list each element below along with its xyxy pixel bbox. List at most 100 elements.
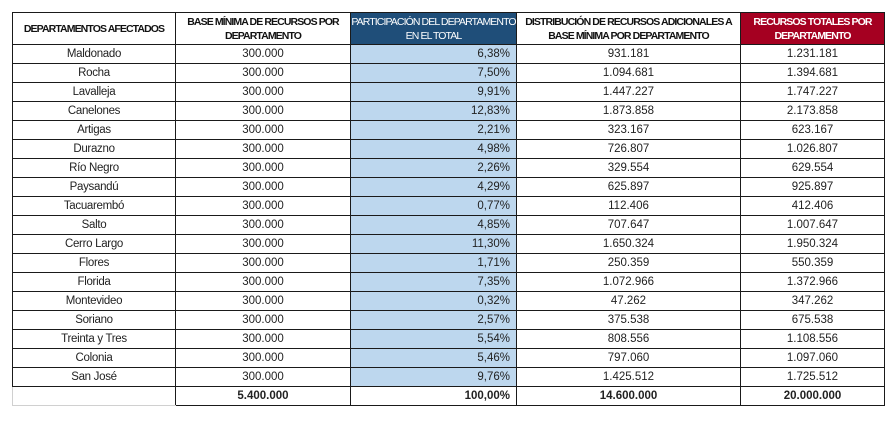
cell-participacion: 2,57% <box>350 310 517 330</box>
cell-departamento: Artigas <box>12 120 176 140</box>
cell-distribucion: 250.359 <box>516 253 741 273</box>
cell-recursos-totales: 925.897 <box>740 177 885 197</box>
cell-base-minima: 300.000 <box>175 329 351 349</box>
cell-distribucion: 1.425.512 <box>516 367 741 387</box>
cell-participacion: 9,91% <box>350 82 517 102</box>
cell-distribucion: 329.554 <box>516 158 741 178</box>
cell-recursos-totales: 1.725.512 <box>740 367 885 387</box>
cell-participacion: 4,29% <box>350 177 517 197</box>
table-row: Treinta y Tres 300.000 5,54% 808.556 1.108.5… <box>12 329 885 349</box>
cell-distribucion: 1.094.681 <box>516 63 741 83</box>
header-participacion: PARTICIPACIÓN DEL DEPARTAMENTO EN EL TOT… <box>350 12 517 45</box>
cell-distribucion: 1.447.227 <box>516 82 741 102</box>
table-row: Paysandú 300.000 4,29% 625.897 925.897 <box>12 177 885 197</box>
cell-base-minima: 300.000 <box>175 177 351 197</box>
cell-base-minima: 300.000 <box>175 348 351 368</box>
table-row: Flores 300.000 1,71% 250.359 550.359 <box>12 253 885 273</box>
cell-distribucion: 1.072.966 <box>516 272 741 292</box>
cell-departamento: Florida <box>12 272 176 292</box>
cell-distribucion: 1.650.324 <box>516 234 741 254</box>
cell-recursos-totales: 629.554 <box>740 158 885 178</box>
cell-participacion: 7,50% <box>350 63 517 83</box>
cell-departamento: Paysandú <box>12 177 176 197</box>
header-recursos-totales: RECURSOS TOTALES POR DEPARTAMENTO <box>740 12 885 45</box>
cell-distribucion: 47.262 <box>516 291 741 311</box>
cell-departamento: Cerro Largo <box>12 234 176 254</box>
cell-participacion: 0,32% <box>350 291 517 311</box>
cell-distribucion: 797.060 <box>516 348 741 368</box>
cell-base-minima: 300.000 <box>175 291 351 311</box>
cell-recursos-totales: 1.394.681 <box>740 63 885 83</box>
cell-base-minima: 300.000 <box>175 158 351 178</box>
header-base-minima: BASE MÍNIMA DE RECURSOS POR DEPARTAMENTO <box>175 12 351 45</box>
cell-recursos-totales: 1.747.227 <box>740 82 885 102</box>
cell-recursos-totales: 623.167 <box>740 120 885 140</box>
cell-participacion: 7,35% <box>350 272 517 292</box>
cell-distribucion: 707.647 <box>516 215 741 235</box>
table-row: Maldonado 300.000 6,38% 931.181 1.231.181 <box>12 44 885 64</box>
cell-base-minima: 300.000 <box>175 139 351 159</box>
cell-base-minima: 300.000 <box>175 310 351 330</box>
table-row: Rocha 300.000 7,50% 1.094.681 1.394.681 <box>12 63 885 83</box>
cell-recursos-totales: 347.262 <box>740 291 885 311</box>
cell-distribucion: 1.873.858 <box>516 101 741 121</box>
cell-departamento: Maldonado <box>12 44 176 64</box>
cell-participacion: 5,54% <box>350 329 517 349</box>
cell-recursos-totales: 2.173.858 <box>740 101 885 121</box>
table-row: Lavalleja 300.000 9,91% 1.447.227 1.747.227 <box>12 82 885 102</box>
cell-base-minima: 300.000 <box>175 234 351 254</box>
cell-base-minima: 300.000 <box>175 82 351 102</box>
cell-participacion: 6,38% <box>350 44 517 64</box>
table-row: Cerro Largo 300.000 11,30% 1.650.324 1.950.3… <box>12 234 885 254</box>
table-row: Artigas 300.000 2,21% 323.167 623.167 <box>12 120 885 140</box>
cell-participacion: 2,21% <box>350 120 517 140</box>
header-departamento: DEPARTAMENTOS AFECTADOS <box>12 12 176 45</box>
cell-base-minima: 300.000 <box>175 215 351 235</box>
totals-row: 5.400.000 100,00% 14.600.000 20.000.000 <box>12 386 885 406</box>
cell-distribucion: 625.897 <box>516 177 741 197</box>
table-row: Río Negro 300.000 2,26% 329.554 629.554 <box>12 158 885 178</box>
cell-distribucion: 323.167 <box>516 120 741 140</box>
total-participacion: 100,00% <box>350 386 517 406</box>
cell-departamento: Río Negro <box>12 158 176 178</box>
cell-recursos-totales: 412.406 <box>740 196 885 216</box>
cell-participacion: 1,71% <box>350 253 517 273</box>
cell-departamento: San José <box>12 367 176 387</box>
cell-participacion: 9,76% <box>350 367 517 387</box>
cell-departamento: Lavalleja <box>12 82 176 102</box>
cell-distribucion: 375.538 <box>516 310 741 330</box>
cell-base-minima: 300.000 <box>175 101 351 121</box>
table-row: Tacuarembó 300.000 0,77% 112.406 412.406 <box>12 196 885 216</box>
cell-base-minima: 300.000 <box>175 253 351 273</box>
cell-departamento: Canelones <box>12 101 176 121</box>
cell-recursos-totales: 1.026.807 <box>740 139 885 159</box>
table-row: Montevideo 300.000 0,32% 47.262 347.262 <box>12 291 885 311</box>
cell-recursos-totales: 1.097.060 <box>740 348 885 368</box>
cell-participacion: 4,98% <box>350 139 517 159</box>
cell-departamento: Montevideo <box>12 291 176 311</box>
cell-departamento: Rocha <box>12 63 176 83</box>
cell-departamento: Flores <box>12 253 176 273</box>
cell-base-minima: 300.000 <box>175 272 351 292</box>
cell-departamento: Colonia <box>12 348 176 368</box>
cell-base-minima: 300.000 <box>175 120 351 140</box>
cell-distribucion: 931.181 <box>516 44 741 64</box>
cell-participacion: 2,26% <box>350 158 517 178</box>
cell-distribucion: 808.556 <box>516 329 741 349</box>
total-departamento <box>12 386 176 406</box>
table-row: Canelones 300.000 12,83% 1.873.858 2.173.858 <box>12 101 885 121</box>
table-row: Colonia 300.000 5,46% 797.060 1.097.060 <box>12 348 885 368</box>
cell-base-minima: 300.000 <box>175 63 351 83</box>
cell-departamento: Tacuarembó <box>12 196 176 216</box>
table-row: Durazno 300.000 4,98% 726.807 1.026.807 <box>12 139 885 159</box>
cell-distribucion: 726.807 <box>516 139 741 159</box>
cell-recursos-totales: 675.538 <box>740 310 885 330</box>
cell-departamento: Durazno <box>12 139 176 159</box>
cell-recursos-totales: 550.359 <box>740 253 885 273</box>
cell-participacion: 0,77% <box>350 196 517 216</box>
total-base-minima: 5.400.000 <box>175 386 351 406</box>
cell-participacion: 5,46% <box>350 348 517 368</box>
cell-recursos-totales: 1.231.181 <box>740 44 885 64</box>
cell-participacion: 4,85% <box>350 215 517 235</box>
cell-recursos-totales: 1.950.324 <box>740 234 885 254</box>
